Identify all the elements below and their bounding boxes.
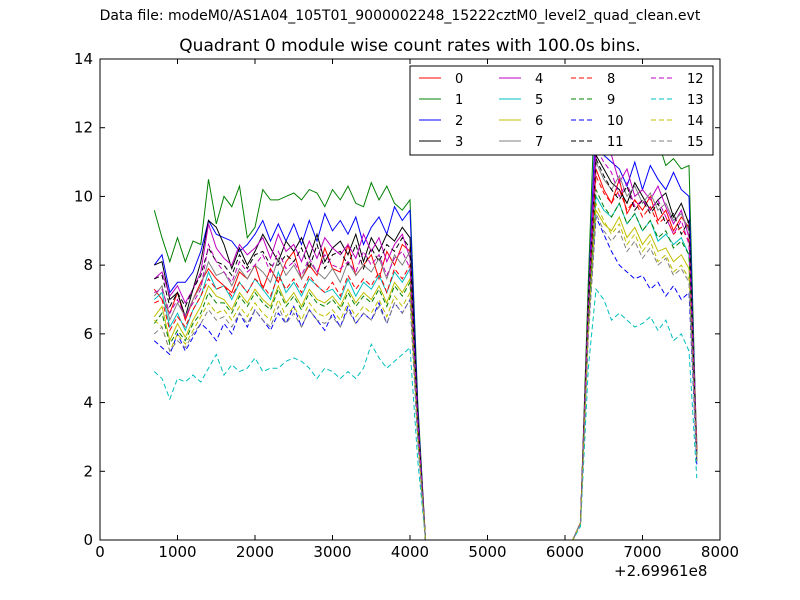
x-tick-label: 5000 [468, 543, 506, 561]
series-line-module-6 [153, 208, 698, 541]
y-tick-label: 4 [83, 394, 93, 412]
x-axis: 0 1000 2000 3000 4000 5000 6000 7000 8000 [95, 59, 739, 561]
chart-title: Quadrant 0 module wise count rates with … [179, 36, 641, 56]
y-tick-label: 12 [74, 119, 93, 137]
legend-label-module-14: 14 [687, 114, 704, 129]
legend-label-module-15: 15 [687, 135, 704, 150]
series-line-module-11 [154, 158, 698, 541]
legend-label-module-1: 1 [455, 93, 463, 108]
y-tick-label: 14 [74, 50, 93, 68]
series-line-module-8 [154, 175, 698, 541]
x-tick-label: 6000 [546, 543, 584, 561]
series-line-module-10 [153, 216, 698, 541]
legend-label-module-13: 13 [687, 93, 704, 108]
y-tick-label: 2 [83, 462, 93, 480]
legend-label-module-5: 5 [535, 93, 543, 108]
y-tick-label: 10 [74, 187, 93, 205]
y-tick-label: 6 [83, 325, 93, 343]
x-tick-label: 4000 [391, 543, 429, 561]
legend-box [409, 65, 714, 156]
legend-label-module-8: 8 [607, 72, 615, 87]
x-tick-label: 3000 [313, 543, 351, 561]
series-line-module-3 [154, 153, 698, 541]
x-tick-label: 8000 [701, 543, 739, 561]
series-line-module-7 [153, 161, 698, 541]
x-tick-label: 7000 [623, 543, 661, 561]
x-axis-offset-label: +2.69961e8 [614, 562, 708, 580]
series-line-module-9 [153, 189, 698, 541]
legend-label-module-7: 7 [535, 135, 543, 150]
series-line-module-15 [153, 213, 698, 541]
legend-label-module-9: 9 [607, 93, 615, 108]
y-tick-label: 0 [83, 531, 93, 549]
legend-label-module-4: 4 [535, 72, 543, 87]
y-tick-label: 8 [83, 256, 93, 274]
legend-label-module-2: 2 [455, 114, 463, 129]
series-line-module-2 [153, 110, 698, 541]
legend-label-module-12: 12 [687, 72, 704, 87]
series-line-module-12 [154, 146, 698, 541]
series-line-module-13 [153, 287, 698, 541]
legend-label-module-0: 0 [455, 72, 463, 87]
legend-label-module-6: 6 [535, 114, 543, 129]
legend-label-module-3: 3 [455, 135, 463, 150]
legend-label-module-10: 10 [607, 114, 624, 129]
x-tick-label: 0 [95, 543, 105, 561]
x-tick-label: 1000 [158, 543, 196, 561]
figure-suptitle: Data file: modeM0/AS1A04_105T01_90000022… [99, 8, 701, 24]
legend-label-module-11: 11 [607, 135, 624, 150]
x-tick-label: 2000 [236, 543, 274, 561]
